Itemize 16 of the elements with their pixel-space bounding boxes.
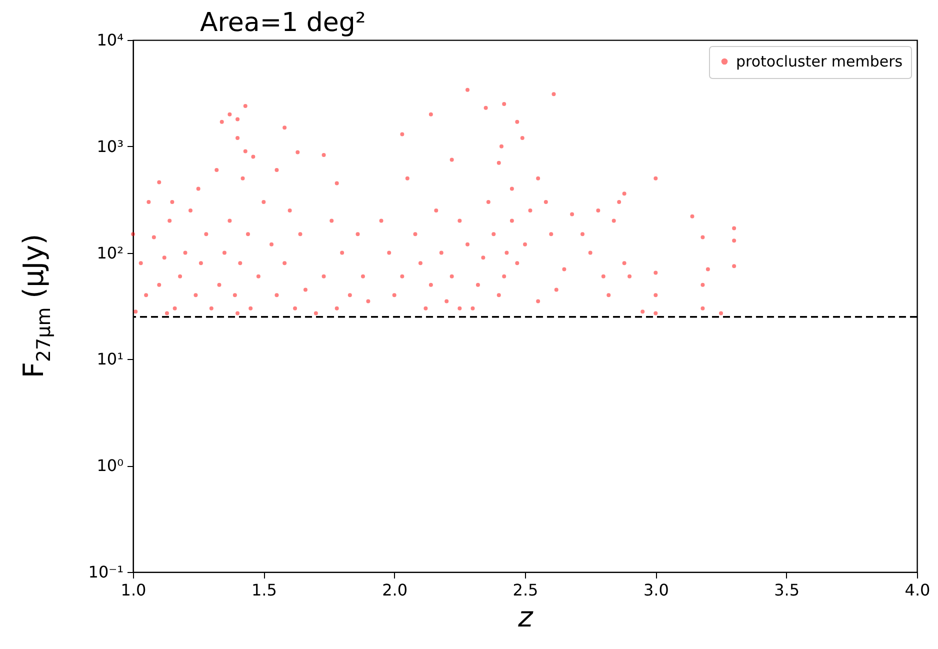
y-tick-label: 10⁴ bbox=[96, 30, 124, 50]
x-tick-label: 4.0 bbox=[904, 580, 930, 600]
x-tick-label: 3.5 bbox=[774, 580, 800, 600]
x-axis-title: z bbox=[517, 600, 534, 634]
y-tick-label: 10¹ bbox=[96, 350, 124, 369]
y-tick-label: 10² bbox=[96, 243, 124, 262]
x-tick-label: 1.5 bbox=[251, 580, 277, 600]
x-tick-label: 1.0 bbox=[120, 580, 146, 600]
y-tick-label: 10³ bbox=[96, 136, 124, 156]
y-tick-label: 10⁻¹ bbox=[88, 562, 124, 582]
x-tick-label: 2.5 bbox=[512, 580, 538, 600]
y-tick-label: 10⁰ bbox=[96, 456, 124, 476]
x-tick-label: 3.0 bbox=[643, 580, 669, 600]
chart-title: Area=1 deg² bbox=[200, 7, 366, 40]
legend-label: protocluster members bbox=[736, 52, 903, 70]
x-tick-label: 2.0 bbox=[382, 580, 408, 600]
